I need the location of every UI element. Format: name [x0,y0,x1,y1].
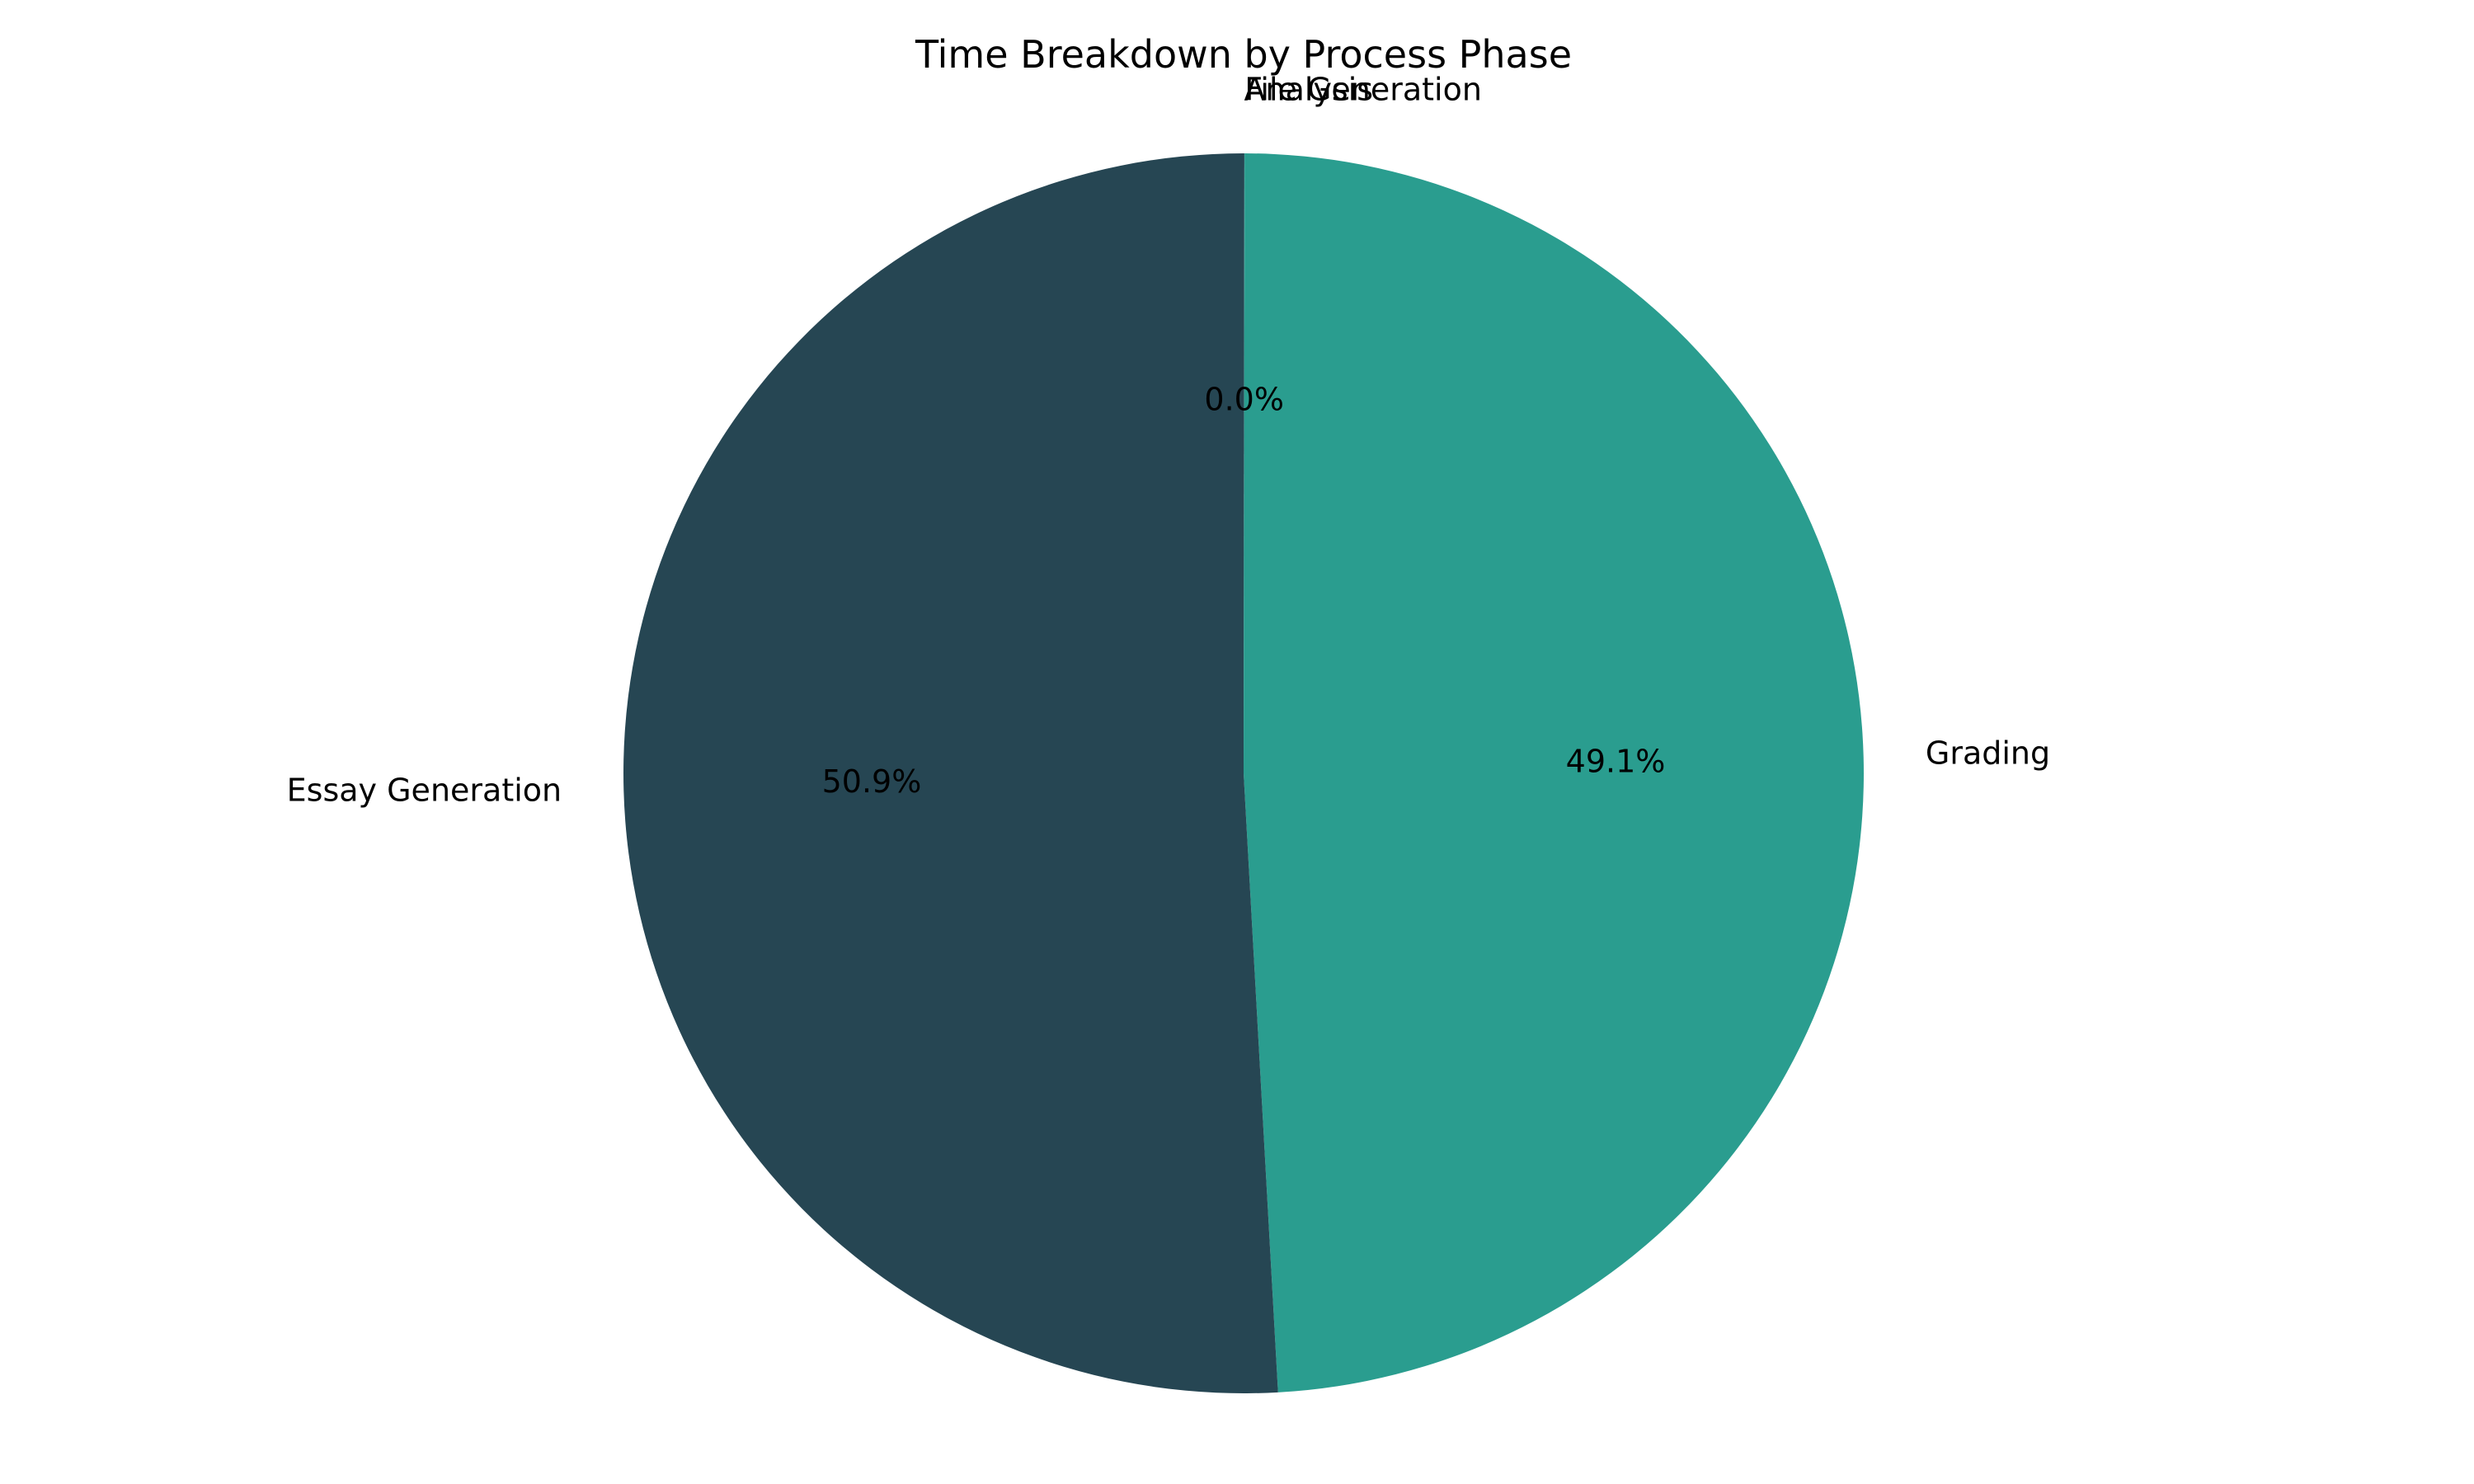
pct-label-essay-generation: 50.9% [822,763,922,800]
slice-label-grading: Grading [1926,735,2050,771]
pie-slice-essay-generation [623,153,1278,1393]
slice-label-essay-generation: Essay Generation [287,772,562,808]
pie-slice-grading [1244,153,1864,1392]
pct-label-grading: 49.1% [1566,743,1666,779]
chart-title: Time Breakdown by Process Phase [915,32,1572,77]
pie-slices [623,153,1864,1393]
slice-label-file-generation: File Generation [1244,71,1482,107]
slice-label-analysis: Analysis [1244,71,1374,107]
pct-label-file-generation: 0.0% [1204,381,1284,417]
